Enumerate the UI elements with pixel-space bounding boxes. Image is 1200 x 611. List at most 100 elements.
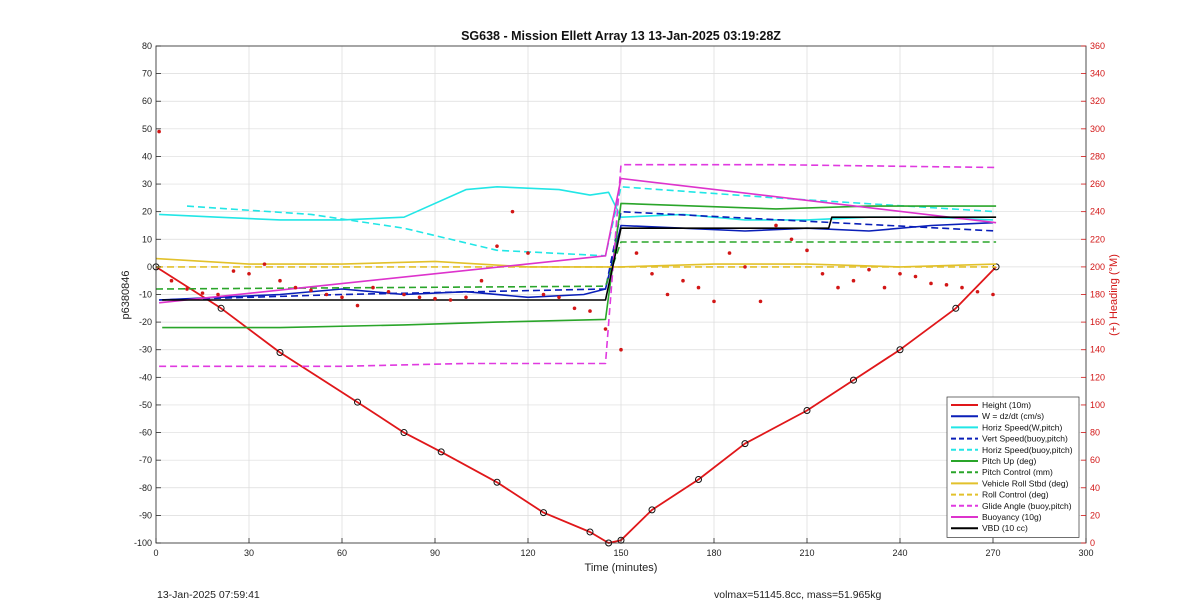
heading-point [216, 292, 220, 297]
y-tick-label: -90 [139, 510, 152, 520]
y2-tick-label: 120 [1090, 372, 1105, 382]
heading-point [836, 285, 840, 290]
y-tick-label: -80 [139, 483, 152, 493]
y-tick-label: 20 [142, 207, 152, 217]
heading-point [634, 251, 639, 255]
y2-axis-ticks: 0 20 40 60 80 100 120 140 160 180 200 220 240 260 280 3… [1081, 41, 1105, 548]
legend-label: Height (10m) [982, 400, 1031, 410]
heading-point [371, 285, 375, 290]
y-tick-label: -20 [139, 317, 152, 327]
y-tick-label: -50 [139, 400, 152, 410]
y-tick-label: 10 [142, 234, 152, 244]
y-tick-label: -60 [139, 428, 152, 438]
series-line-5 [162, 202, 997, 329]
y2-tick-label: 0 [1090, 538, 1095, 548]
heading-point [665, 292, 670, 297]
heading-point [820, 271, 825, 276]
heading-point [588, 309, 592, 313]
heading-point [526, 251, 530, 255]
heading-point [960, 285, 964, 290]
x-axis-ticks: 0 30 60 90 120 150 180 210 240 270 300 [153, 538, 1094, 558]
x-tick-label: 180 [706, 548, 721, 558]
heading-point [262, 262, 267, 266]
y2-tick-label: 300 [1090, 124, 1105, 134]
y2-tick-label: 240 [1090, 207, 1105, 217]
height-marker [648, 506, 656, 514]
series-line-1 [159, 221, 994, 301]
x-tick-label: 90 [430, 548, 440, 558]
legend-label: Horiz Speed(buoy,pitch) [982, 445, 1073, 455]
height-marker [493, 478, 501, 486]
heading-point [185, 287, 189, 291]
footer-timestamp: 13-Jan-2025 07:59:41 [157, 589, 260, 601]
y-tick-label: -10 [139, 290, 152, 300]
height-marker [850, 376, 857, 384]
height-marker [400, 429, 408, 437]
y2-tick-label: 80 [1090, 428, 1100, 438]
series-layer [152, 163, 1000, 547]
heading-point [619, 347, 623, 352]
heading-point [433, 296, 437, 301]
y-tick-label: 50 [142, 124, 152, 134]
y2-tick-label: 180 [1090, 290, 1105, 300]
legend-label: Pitch Up (deg) [982, 456, 1036, 466]
heading-point [913, 274, 918, 279]
y2-tick-label: 160 [1090, 317, 1105, 327]
heading-point [991, 292, 995, 297]
y2-tick-label: 340 [1090, 69, 1105, 79]
heading-point [464, 295, 468, 300]
heading-point [898, 271, 902, 276]
heading-point [402, 292, 406, 297]
y2-tick-label: 280 [1090, 151, 1105, 161]
heading-point [557, 295, 561, 300]
x-tick-label: 210 [799, 548, 814, 558]
series-line-6 [155, 241, 997, 290]
legend-label: W = dz/dt (cm/s) [982, 411, 1044, 421]
heading-point [541, 292, 546, 297]
heading-point [278, 278, 282, 283]
heading-point [200, 291, 205, 295]
y2-tick-label: 40 [1090, 483, 1100, 493]
heading-point [867, 267, 871, 272]
heading-point [882, 285, 887, 290]
legend-label: Vert Speed(buoy,pitch) [982, 434, 1068, 444]
x-tick-label: 60 [337, 548, 347, 558]
heading-point [157, 129, 161, 134]
series-line-7 [155, 257, 997, 268]
legend-label: Vehicle Roll Stbd (deg) [982, 478, 1069, 488]
height-marker [896, 346, 904, 354]
y2-tick-label: 100 [1090, 400, 1105, 410]
heading-point [324, 292, 329, 297]
heading-point [309, 288, 313, 293]
y2-tick-label: 220 [1090, 234, 1105, 244]
y-tick-label: 40 [142, 151, 152, 161]
footer-vehicle-info: volmax=51145.8cc, mass=51.965kg [714, 589, 882, 601]
heading-layer [157, 129, 995, 352]
heading-point [975, 289, 980, 294]
y-tick-label: -40 [139, 372, 152, 382]
x-tick-label: 30 [244, 548, 254, 558]
heading-point [340, 295, 344, 300]
heading-point [681, 278, 685, 283]
y-tick-label: -70 [139, 455, 152, 465]
y-axis-ticks: -100-90-80-70-60-50-40-30-20-10010203040… [134, 41, 161, 548]
heading-point [169, 278, 174, 283]
y-tick-label: 0 [147, 262, 152, 272]
heading-point [929, 281, 933, 286]
x-tick-label: 0 [153, 548, 158, 558]
legend: Height (10m)W = dz/dt (cm/s) Horiz Speed(… [946, 396, 1080, 538]
y-tick-label: 80 [142, 41, 152, 51]
heading-point [712, 299, 716, 304]
heading-point [386, 289, 391, 294]
series-line-10 [159, 177, 997, 304]
y-tick-label: 30 [142, 179, 152, 189]
grid-lines [155, 45, 1087, 544]
heading-point [417, 295, 422, 300]
legend-label: Buoyancy (10g) [982, 512, 1042, 522]
y2-tick-label: 200 [1090, 262, 1105, 272]
chart-title: SG638 - Mission Ellett Array 13 13-Jan-2… [461, 29, 781, 43]
y2-tick-label: 320 [1090, 96, 1105, 106]
series-line-11 [162, 216, 997, 301]
x-tick-label: 150 [613, 548, 628, 558]
